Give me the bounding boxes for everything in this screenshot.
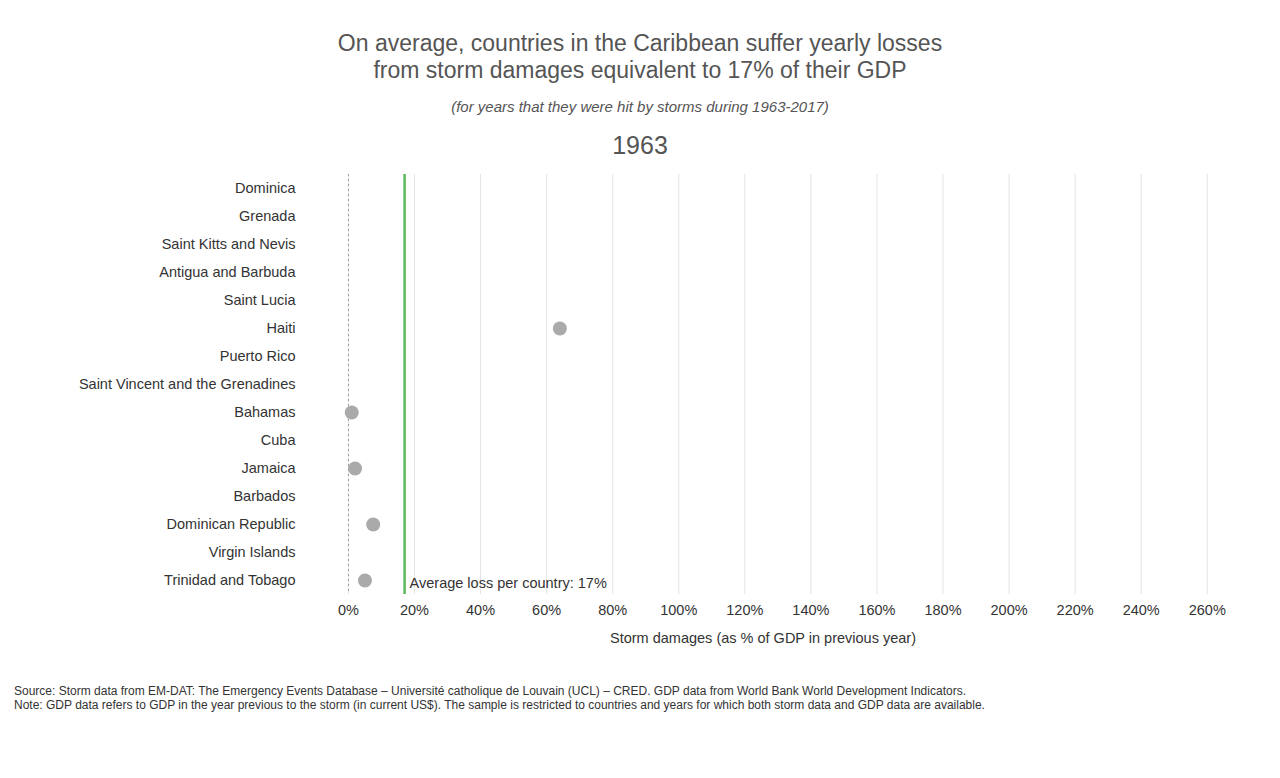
svg-text:260%: 260%: [1189, 602, 1226, 618]
svg-text:220%: 220%: [1057, 602, 1094, 618]
svg-text:Barbados: Barbados: [233, 488, 295, 504]
svg-text:180%: 180%: [924, 602, 961, 618]
svg-text:Grenada: Grenada: [239, 208, 296, 224]
svg-text:Dominica: Dominica: [235, 180, 296, 196]
html-text:1963: 1963: [612, 131, 668, 159]
svg-text:Average loss per country: 17%: Average loss per country: 17%: [410, 575, 607, 591]
html-text:Source: Storm data from EM-DAT: Source: Storm data from EM-DAT: The Emer…: [14, 684, 966, 698]
html-text:On average, countries in the C: On average, countries in the Caribbean s…: [337, 30, 943, 83]
html-text:Note: GDP data refers to GDP i: Note: GDP data refers to GDP in the year…: [14, 698, 985, 712]
html-text:(for years that they were hit: (for years that they were hit by storms …: [451, 98, 829, 115]
svg-text:Dominican Republic: Dominican Republic: [167, 516, 296, 532]
svg-text:160%: 160%: [858, 602, 895, 618]
svg-text:140%: 140%: [792, 602, 829, 618]
svg-text:Saint Vincent and the Grenadin: Saint Vincent and the Grenadines: [79, 376, 296, 392]
svg-text:Trinidad and Tobago: Trinidad and Tobago: [164, 572, 295, 588]
svg-text:Cuba: Cuba: [261, 432, 297, 448]
svg-text:Virgin Islands: Virgin Islands: [209, 544, 296, 560]
svg-text:Haiti: Haiti: [266, 320, 295, 336]
svg-text:Antigua and Barbuda: Antigua and Barbuda: [159, 264, 296, 280]
svg-text:40%: 40%: [466, 602, 495, 618]
svg-text:Bahamas: Bahamas: [234, 404, 295, 420]
svg-text:20%: 20%: [400, 602, 429, 618]
svg-text:80%: 80%: [598, 602, 627, 618]
svg-text:Saint Kitts and Nevis: Saint Kitts and Nevis: [162, 236, 296, 252]
svg-text:120%: 120%: [726, 602, 763, 618]
svg-text:Jamaica: Jamaica: [242, 460, 297, 476]
svg-text:Storm damages (as % of GDP in: Storm damages (as % of GDP in previous y…: [610, 630, 916, 646]
svg-text:0%: 0%: [338, 602, 359, 618]
svg-text:Puerto Rico: Puerto Rico: [220, 348, 296, 364]
svg-text:240%: 240%: [1123, 602, 1160, 618]
svg-text:100%: 100%: [660, 602, 697, 618]
svg-text:60%: 60%: [532, 602, 561, 618]
svg-text:200%: 200%: [991, 602, 1028, 618]
svg-text:Saint Lucia: Saint Lucia: [224, 292, 297, 308]
